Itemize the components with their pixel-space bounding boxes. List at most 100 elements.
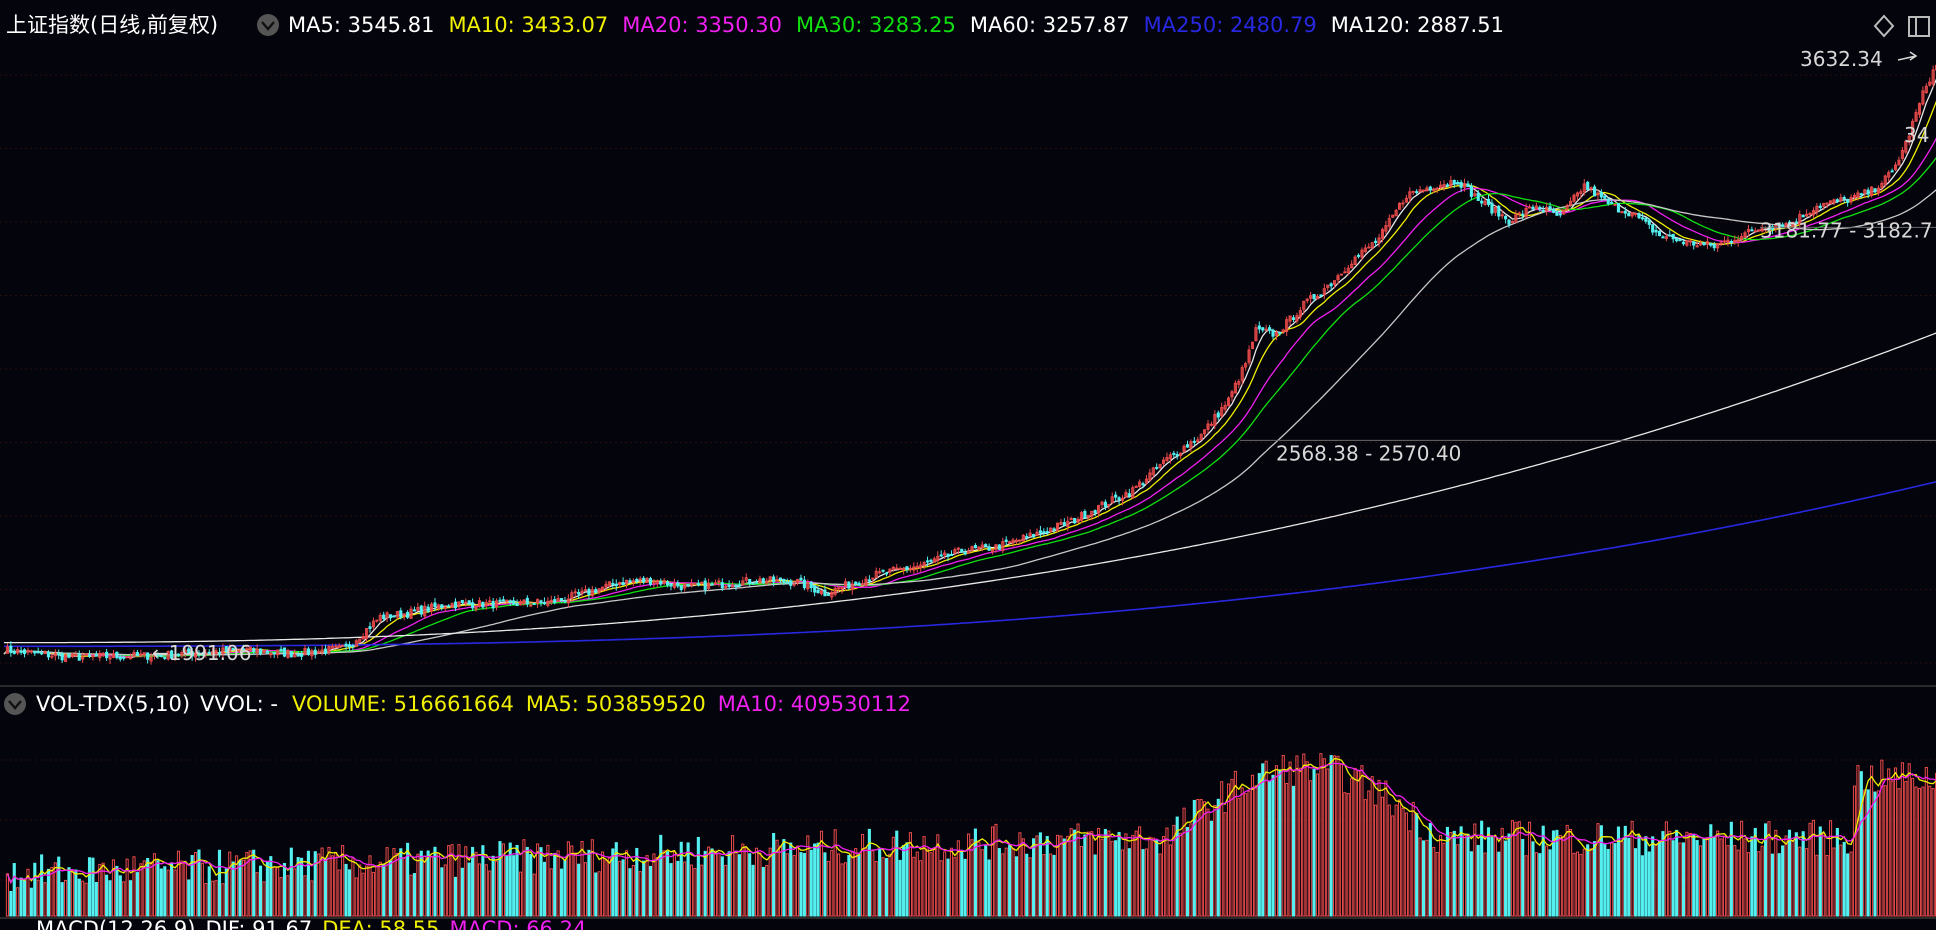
candle-down[interactable] [813,585,817,593]
candle-down[interactable] [1476,192,1480,201]
candle-down[interactable] [159,655,163,658]
volume-bar[interactable] [1466,833,1470,917]
volume-bar[interactable] [1432,846,1436,917]
candle-up[interactable] [915,565,919,569]
candle-up[interactable] [337,645,341,648]
candle-up[interactable] [878,571,882,574]
candle-down[interactable] [720,582,724,589]
candle-down[interactable] [1486,198,1491,205]
volume-bar[interactable] [1599,825,1603,917]
volume-bar[interactable] [43,882,47,917]
volume-bar[interactable] [1237,797,1241,917]
candle-up[interactable] [361,636,365,640]
candle-up[interactable] [43,651,47,655]
candle-down[interactable] [22,649,27,655]
volume-bar[interactable] [255,872,259,917]
candle-up[interactable] [474,606,478,610]
volume-bar[interactable] [1309,780,1313,917]
volume-bar[interactable] [1452,830,1456,917]
candle-up[interactable] [1213,414,1217,426]
candle-up[interactable] [1274,332,1278,336]
volume-bar[interactable] [621,859,625,917]
volume-bar[interactable] [1661,831,1665,917]
volume-bar[interactable] [1911,777,1915,917]
volume-bar[interactable] [1733,845,1737,917]
candle-up[interactable] [1921,90,1925,105]
volume-bar[interactable] [754,847,759,917]
volume-bar[interactable] [967,833,971,917]
volume-bar[interactable] [1538,853,1542,917]
candle-up[interactable] [980,544,984,549]
candle-down[interactable] [621,581,625,586]
candle-up[interactable] [1897,159,1901,166]
candle-up[interactable] [245,648,249,651]
volume-bar[interactable] [289,847,293,917]
candle-up[interactable] [1066,520,1070,527]
volume-bar[interactable] [105,874,109,917]
volume-bar[interactable] [1391,815,1395,917]
candle-up[interactable] [365,627,369,639]
candle-up[interactable] [1384,225,1388,232]
volume-bar[interactable] [556,850,560,917]
volume-bar[interactable] [1832,847,1836,917]
volume-bar[interactable] [724,864,728,917]
volume-bar[interactable] [1045,836,1049,917]
volume-bar[interactable] [303,875,307,917]
volume-bar[interactable] [1076,823,1080,917]
volume-bar[interactable] [607,857,611,917]
candle-up[interactable] [1832,199,1836,204]
candle-down[interactable] [1712,244,1716,249]
volume-bar[interactable] [60,882,64,917]
volume-bar[interactable] [1250,774,1255,917]
volume-bar[interactable] [176,850,181,917]
volume-bar[interactable] [1155,840,1159,917]
candle-up[interactable] [1199,433,1203,440]
volume-bar[interactable] [190,855,194,917]
candle-up[interactable] [1035,531,1039,536]
candlestick-series[interactable] [5,57,1936,665]
volume-bar[interactable] [286,875,290,917]
candle-up[interactable] [1138,481,1142,487]
volume-bar[interactable] [1883,785,1887,917]
candle-down[interactable] [94,654,98,657]
candle-up[interactable] [1757,229,1761,232]
candle-down[interactable] [1586,181,1590,191]
candle-up[interactable] [1380,229,1385,239]
volume-bar[interactable] [1179,832,1183,917]
candle-down[interactable] [1312,293,1316,299]
candle-up[interactable] [689,583,694,586]
volume-bar[interactable] [1223,812,1227,917]
candle-up[interactable] [1404,197,1408,203]
candle-up[interactable] [1309,295,1313,299]
volume-bar[interactable] [1928,785,1932,917]
volume-bar[interactable] [1319,753,1323,917]
candle-up[interactable] [416,607,420,611]
volume-bar[interactable] [406,842,410,917]
candle-up[interactable] [556,598,560,602]
candle-up[interactable] [922,562,926,566]
candle-up[interactable] [943,552,947,556]
volume-bar[interactable] [813,843,817,917]
candle-up[interactable] [1370,242,1374,249]
candle-down[interactable] [217,652,222,655]
candle-up[interactable] [631,580,635,583]
candle-up[interactable] [180,652,184,656]
candle-up[interactable] [293,653,297,658]
candle-up[interactable] [430,603,434,612]
candle-up[interactable] [864,578,868,586]
candle-up[interactable] [768,576,772,581]
volume-bar[interactable] [1035,835,1039,917]
candle-down[interactable] [1671,233,1675,240]
candle-up[interactable] [871,577,875,580]
candle-down[interactable] [884,572,889,575]
candle-up[interactable] [488,600,492,603]
volume-bar[interactable] [1305,761,1309,917]
candle-up[interactable] [549,599,553,603]
volume-bar[interactable] [1069,828,1073,917]
candle-up[interactable] [1090,510,1094,517]
volume-bar[interactable] [1059,835,1063,917]
volume-bar[interactable] [378,861,382,917]
volume-bar[interactable] [857,854,861,917]
volume-bar[interactable] [426,850,430,917]
volume-bar[interactable] [655,856,659,917]
